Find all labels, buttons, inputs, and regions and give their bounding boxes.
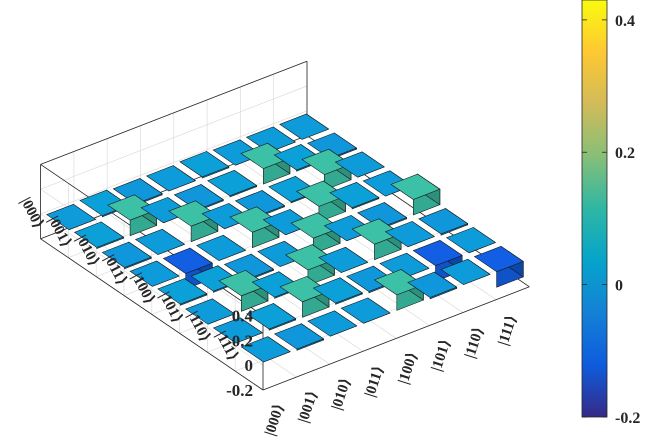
- bar: [229, 206, 280, 249]
- bar: [145, 165, 197, 192]
- bar: [134, 228, 186, 255]
- bar: [279, 275, 330, 318]
- z-tick-label: -0.2: [226, 381, 253, 400]
- bar: [240, 336, 291, 363]
- z-tick-label: 0.4: [232, 307, 254, 326]
- bar: [46, 203, 97, 231]
- bar: [418, 207, 469, 236]
- bar: [129, 260, 180, 287]
- bar: [279, 113, 330, 140]
- col-tick-label: |100⟩: [396, 350, 421, 386]
- colorbar-tick-label: 0.4: [615, 13, 635, 30]
- col-tick-label: |011⟩: [362, 364, 387, 399]
- bar: [157, 278, 208, 306]
- bar: [218, 269, 269, 312]
- colorbar-tick-label: 0: [615, 278, 623, 295]
- bar: [212, 317, 264, 344]
- bar: [196, 234, 247, 261]
- bar: [73, 221, 125, 250]
- bar: [340, 297, 391, 324]
- col-tick-label: |001⟩: [296, 389, 321, 425]
- bars: [46, 113, 524, 363]
- bar: [384, 221, 436, 248]
- bar: [240, 142, 291, 185]
- col-tick-label: |110⟩: [462, 325, 487, 360]
- bar: [179, 150, 230, 179]
- bar: [390, 173, 441, 216]
- bar: [306, 132, 358, 161]
- bar: [273, 323, 325, 351]
- bar: [307, 310, 358, 337]
- col-tick-label: |111⟩: [496, 313, 521, 347]
- colorbar-gradient: [581, 0, 608, 418]
- col-tick-label: |101⟩: [429, 337, 454, 373]
- bar: [207, 169, 258, 198]
- bar: [473, 245, 524, 288]
- col-tick-label: |010⟩: [329, 376, 354, 412]
- bar: [379, 252, 430, 279]
- col-tick-label: |000⟩: [262, 402, 287, 438]
- bar: [245, 126, 297, 153]
- bar: [295, 180, 347, 223]
- bar: [173, 183, 224, 212]
- bar: [440, 258, 491, 285]
- bar: [407, 271, 458, 300]
- bar: [312, 277, 363, 305]
- bar: [185, 298, 236, 325]
- bar: [334, 151, 385, 178]
- colorbar-tick-label: 0.2: [615, 145, 635, 162]
- colorbar-tick-label: -0.2: [615, 410, 640, 427]
- bar: [101, 241, 152, 270]
- bar: [318, 246, 369, 273]
- colorbar: -0.2 0 0.2 0.4: [581, 0, 640, 427]
- bar: [329, 181, 380, 210]
- z-tick-label: 0: [245, 356, 254, 375]
- bar: [445, 227, 497, 254]
- z-tick-label: 0.2: [232, 331, 253, 350]
- bar: [246, 302, 297, 331]
